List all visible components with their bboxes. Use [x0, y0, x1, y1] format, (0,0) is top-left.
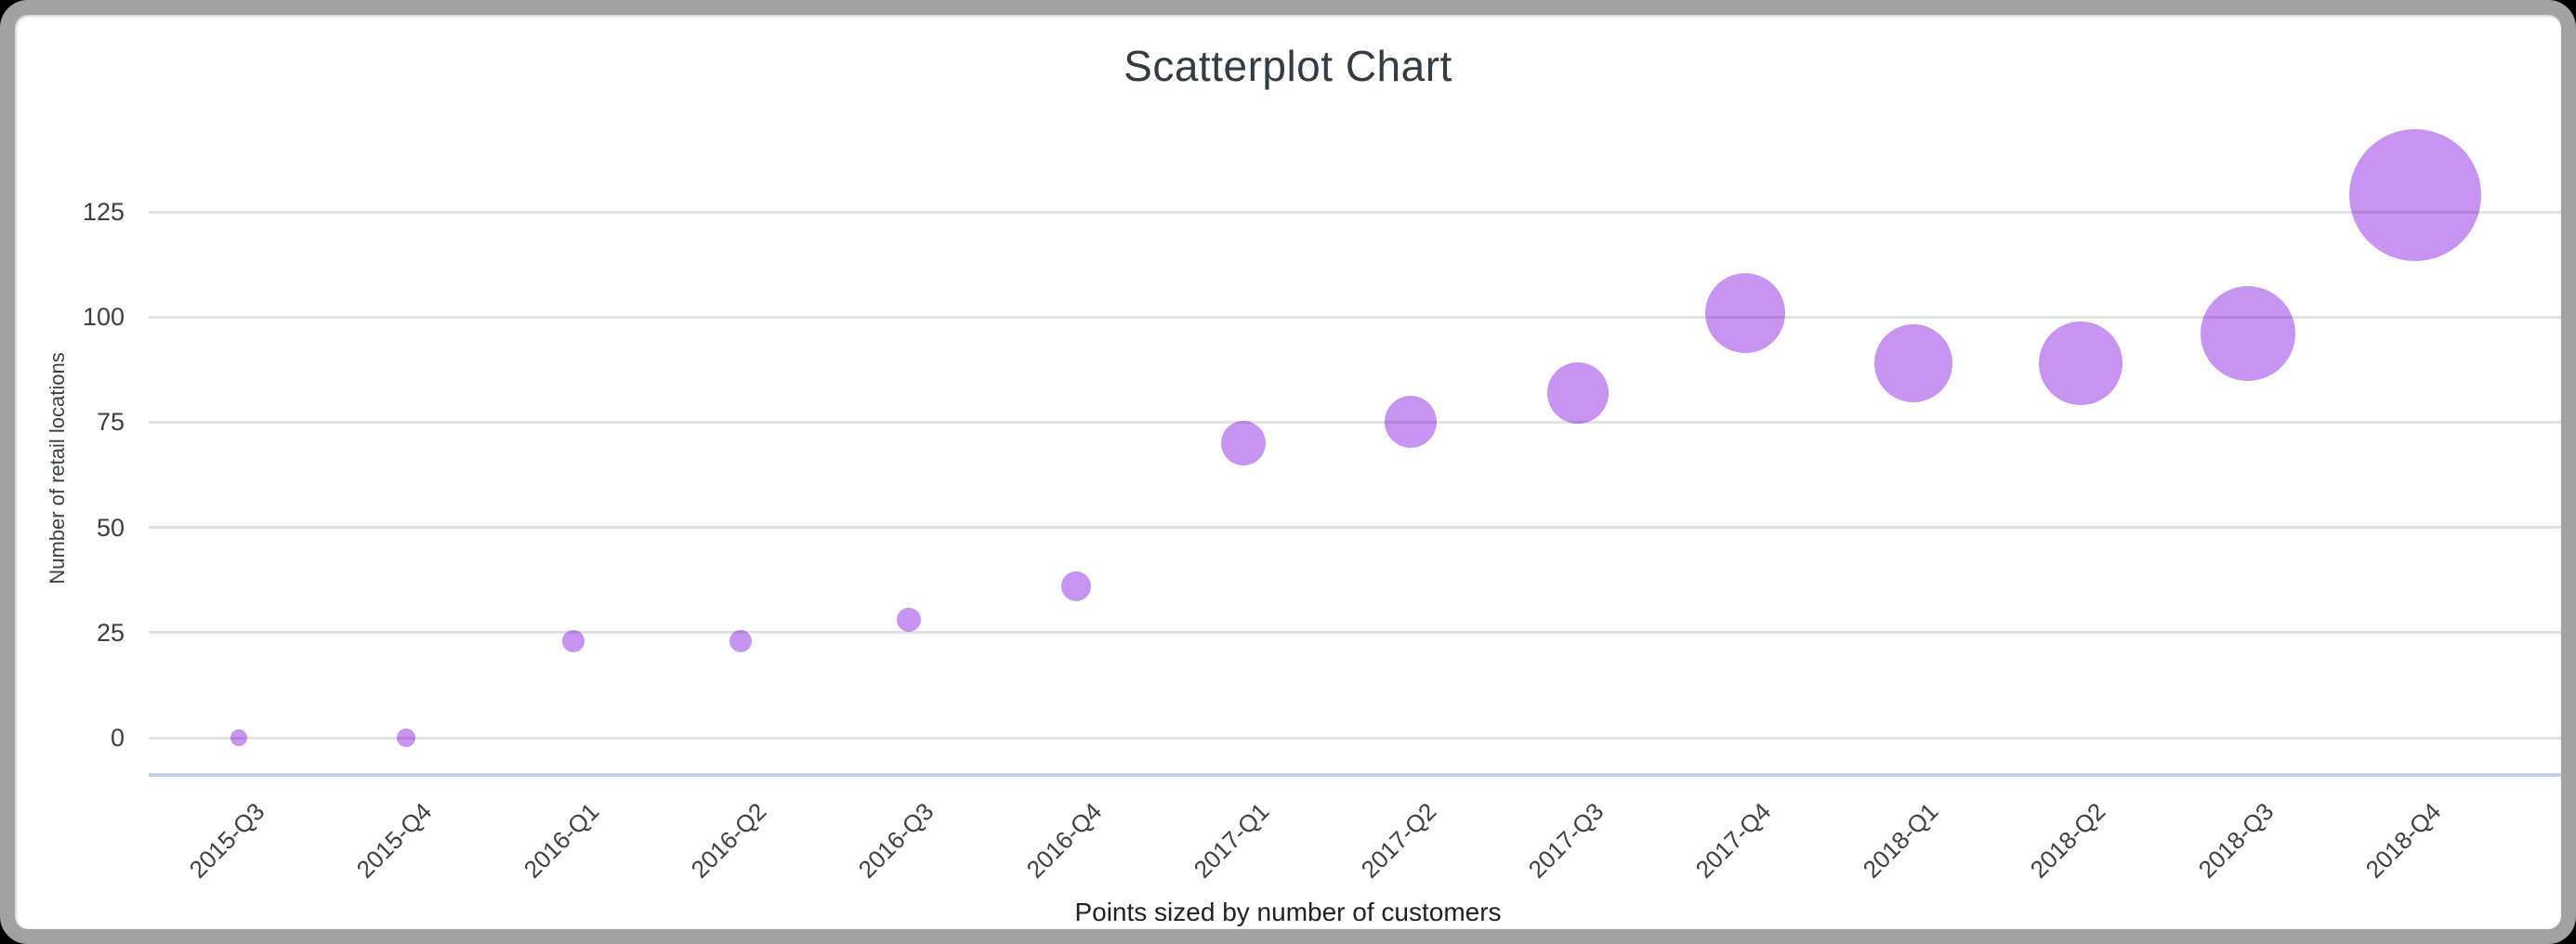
scatter-point-2015-Q4[interactable]: [397, 728, 416, 747]
gridline-100: [149, 315, 2561, 319]
scatter-point-2017-Q4[interactable]: [1705, 272, 1786, 353]
x-axis-tick-label: 2018-Q2: [2025, 797, 2111, 884]
x-axis-baseline: [149, 773, 2561, 777]
x-axis-tick-label: 2015-Q3: [183, 797, 270, 884]
scatter-point-2016-Q4[interactable]: [1060, 570, 1091, 601]
scatter-point-2017-Q3[interactable]: [1547, 361, 1610, 424]
scatter-point-2017-Q2[interactable]: [1385, 396, 1438, 449]
x-axis-tick-label: 2017-Q4: [1689, 797, 1777, 884]
scatter-point-2018-Q3[interactable]: [2200, 286, 2295, 382]
gridline-25: [149, 631, 2561, 635]
scatter-point-2015-Q3[interactable]: [230, 729, 247, 746]
x-axis-tick-label: 2015-Q4: [350, 797, 438, 884]
scatter-point-2018-Q1[interactable]: [1873, 324, 1952, 402]
y-axis-tick-label: 50: [96, 513, 125, 542]
x-axis-tick-label: 2018-Q1: [1857, 797, 1944, 884]
x-axis-tick-label: 2017-Q1: [1188, 797, 1275, 884]
scatter-point-2016-Q3[interactable]: [896, 608, 921, 633]
x-axis-tick-label: 2016-Q3: [853, 797, 940, 884]
x-axis-tick-label: 2018-Q4: [2359, 797, 2447, 884]
x-axis-tick-label: 2018-Q3: [2192, 797, 2280, 884]
gridline-0: [149, 736, 2561, 740]
gridline-50: [149, 526, 2561, 530]
y-axis-tick-label: 100: [82, 303, 125, 332]
x-axis-tick-label: 2016-Q2: [685, 797, 772, 884]
scatter-point-2016-Q2[interactable]: [729, 629, 753, 652]
scatter-point-2018-Q2[interactable]: [2038, 321, 2123, 405]
chart-title: Scatterplot Chart: [1124, 42, 1452, 90]
y-axis-tick-label: 25: [96, 618, 125, 647]
x-axis-tick-label: 2016-Q4: [1020, 797, 1107, 884]
scatter-point-2018-Q4[interactable]: [2348, 128, 2481, 261]
scatter-point-2016-Q1[interactable]: [562, 629, 585, 652]
scatter-point-2017-Q1[interactable]: [1220, 421, 1266, 466]
gridline-75: [149, 420, 2561, 424]
gridline-125: [149, 210, 2561, 214]
x-axis-tick-label: 2017-Q2: [1355, 797, 1442, 884]
x-axis-tick-label: 2017-Q3: [1522, 797, 1610, 884]
size-legend-caption: Points sized by number of customers: [1074, 898, 1502, 926]
plot-area: 0 25 50 75 100 125 2015-Q3 2015-Q4 2016-Q1 2016-Q…: [15, 15, 2561, 929]
y-axis-tick-label: 125: [82, 198, 125, 226]
y-axis-tick-label: 75: [96, 408, 125, 437]
y-axis-tick-label: 0: [110, 724, 125, 752]
x-axis-tick-label: 2016-Q1: [518, 797, 605, 884]
